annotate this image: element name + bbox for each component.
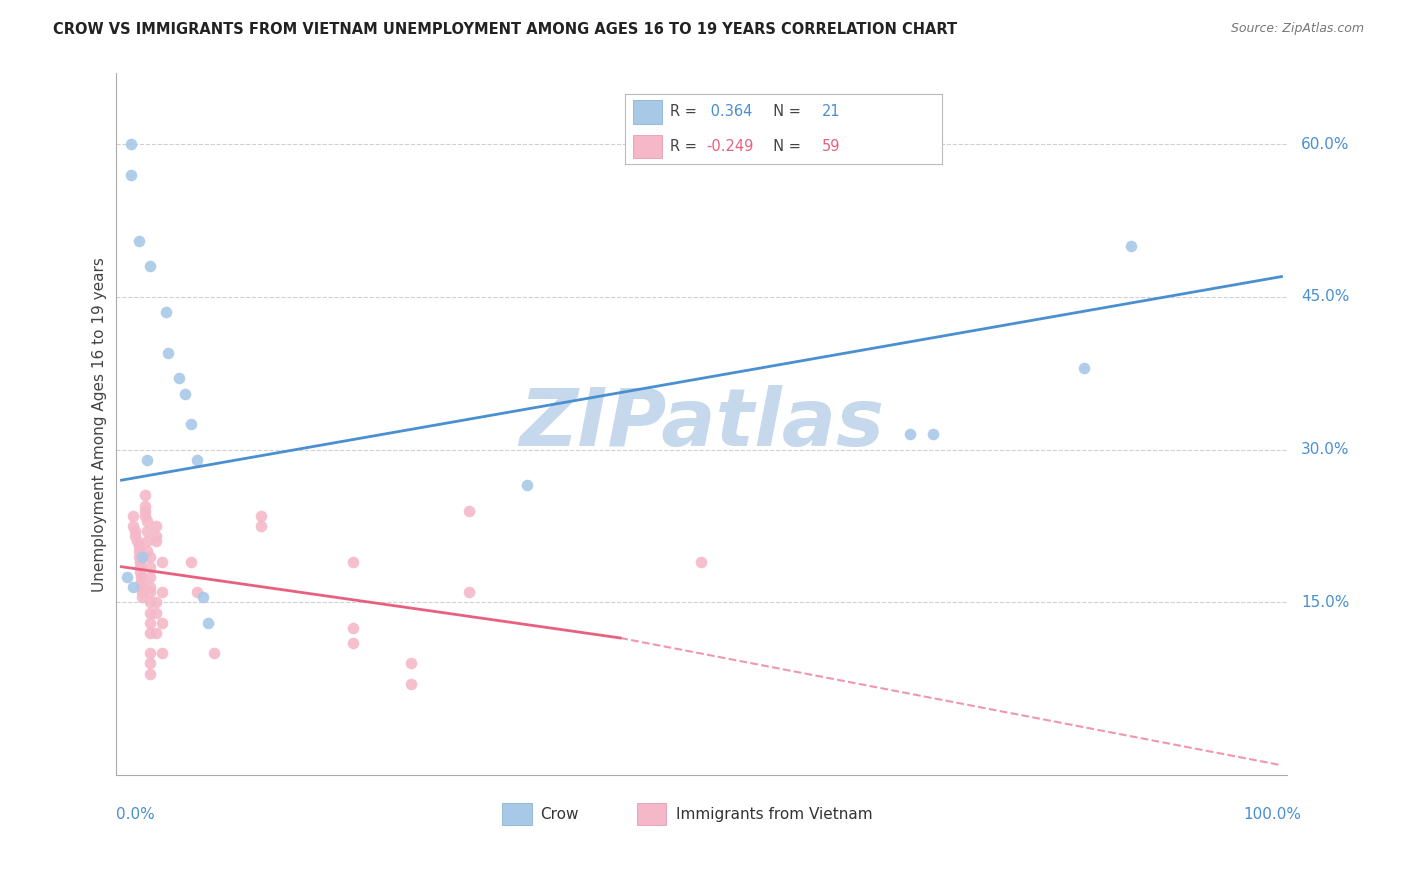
Text: CROW VS IMMIGRANTS FROM VIETNAM UNEMPLOYMENT AMONG AGES 16 TO 19 YEARS CORRELATI: CROW VS IMMIGRANTS FROM VIETNAM UNEMPLOY… <box>53 22 957 37</box>
Point <box>145 626 167 640</box>
Point <box>139 559 162 574</box>
Point <box>150 646 173 660</box>
Y-axis label: Unemployment Among Ages 16 to 19 years: Unemployment Among Ages 16 to 19 years <box>93 257 107 591</box>
Point <box>131 580 153 594</box>
Point <box>131 591 153 605</box>
Point <box>1073 361 1095 376</box>
Point <box>128 549 150 564</box>
Point <box>922 427 945 442</box>
Point <box>134 488 156 502</box>
Point <box>139 260 162 274</box>
FancyBboxPatch shape <box>637 804 666 824</box>
Point <box>136 534 159 549</box>
Point <box>120 168 142 182</box>
Point <box>401 657 423 671</box>
Point <box>129 559 152 574</box>
Text: Immigrants from Vietnam: Immigrants from Vietnam <box>676 806 872 822</box>
Point <box>134 508 156 523</box>
Point <box>124 529 146 543</box>
Text: 100.0%: 100.0% <box>1243 807 1302 822</box>
Point <box>186 585 208 599</box>
FancyBboxPatch shape <box>502 804 531 824</box>
Text: 60.0%: 60.0% <box>1302 136 1350 152</box>
Point <box>122 580 145 594</box>
Point <box>180 555 202 569</box>
Text: 15.0%: 15.0% <box>1302 595 1350 610</box>
Point <box>122 519 145 533</box>
Point <box>134 504 156 518</box>
Point <box>458 585 481 599</box>
Point <box>129 574 152 589</box>
Point <box>117 570 139 584</box>
Text: 45.0%: 45.0% <box>1302 289 1350 304</box>
Point <box>139 549 162 564</box>
Point <box>128 540 150 554</box>
Point <box>129 555 152 569</box>
Point <box>139 615 162 630</box>
Point <box>150 615 173 630</box>
Point <box>139 606 162 620</box>
Point <box>136 514 159 528</box>
Point <box>122 508 145 523</box>
Point <box>139 570 162 584</box>
Point <box>249 519 271 533</box>
Text: Source: ZipAtlas.com: Source: ZipAtlas.com <box>1230 22 1364 36</box>
Point <box>186 452 208 467</box>
Point <box>134 499 156 513</box>
Point <box>139 666 162 681</box>
Point <box>401 677 423 691</box>
Point <box>155 305 177 319</box>
Point <box>129 570 152 584</box>
Text: ZIPatlas: ZIPatlas <box>519 385 884 463</box>
Point <box>202 646 225 660</box>
Point <box>139 595 162 609</box>
Point <box>124 524 146 538</box>
Text: 0.0%: 0.0% <box>115 807 155 822</box>
Point <box>197 615 219 630</box>
Point <box>145 606 167 620</box>
Point <box>156 346 179 360</box>
Point <box>120 137 142 152</box>
Point <box>145 519 167 533</box>
Point <box>898 427 921 442</box>
Point <box>180 417 202 432</box>
Point <box>131 585 153 599</box>
Point <box>131 549 153 564</box>
Point <box>145 534 167 549</box>
Point <box>249 508 271 523</box>
Point <box>342 555 364 569</box>
Point <box>342 621 364 635</box>
Point <box>150 585 173 599</box>
Point <box>129 565 152 579</box>
Point <box>136 452 159 467</box>
Point <box>150 555 173 569</box>
Point <box>169 371 191 385</box>
Point <box>191 591 214 605</box>
Point <box>342 636 364 650</box>
Point <box>139 585 162 599</box>
Point <box>458 504 481 518</box>
Point <box>136 524 159 538</box>
Point <box>1119 239 1142 253</box>
Point <box>136 544 159 558</box>
Point <box>139 626 162 640</box>
Point <box>145 529 167 543</box>
Text: 30.0%: 30.0% <box>1302 442 1350 457</box>
Point <box>139 657 162 671</box>
Point <box>516 478 538 492</box>
Point <box>139 646 162 660</box>
Point <box>128 234 150 248</box>
Point <box>174 386 197 401</box>
Point <box>125 534 148 549</box>
Text: Crow: Crow <box>540 806 578 822</box>
Point <box>145 595 167 609</box>
Point <box>128 544 150 558</box>
Point <box>139 580 162 594</box>
Point <box>690 555 713 569</box>
